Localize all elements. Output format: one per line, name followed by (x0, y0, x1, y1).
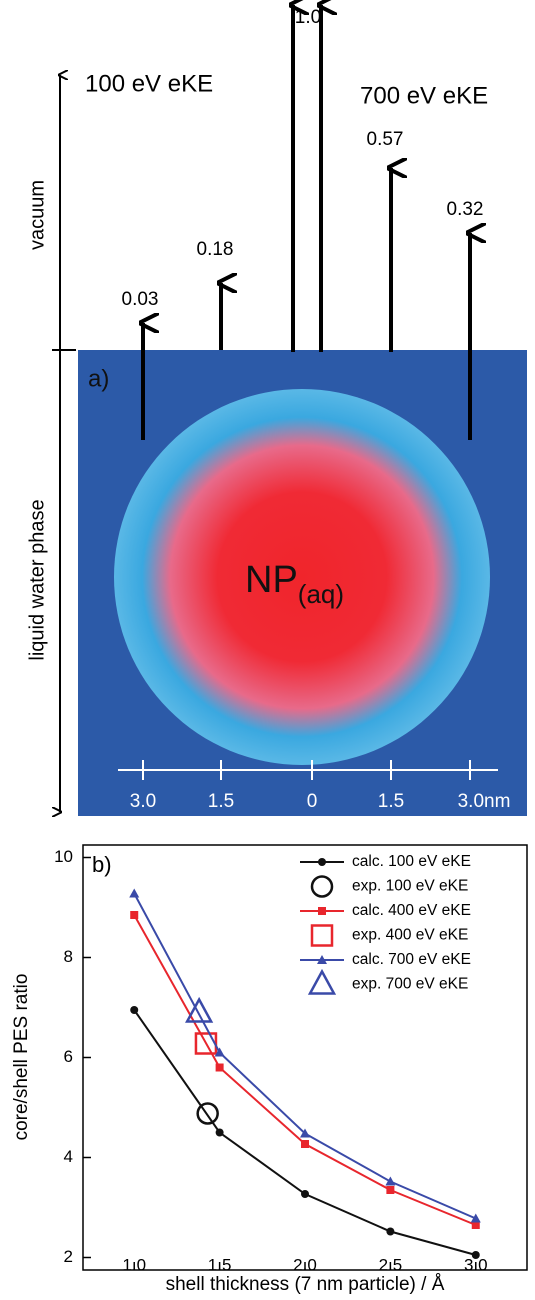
legend-label: exp. 400 eV eKE (352, 927, 468, 944)
legend-marker (307, 968, 337, 995)
arrow-label: 0.18 (197, 239, 234, 260)
marker (471, 1221, 480, 1229)
y-tick-label: 4 (64, 1147, 73, 1166)
right-title: 700 eV eKE (360, 82, 488, 109)
marker (185, 996, 214, 1023)
marker (385, 1176, 396, 1186)
x-tick-label: 1.5 (208, 1255, 232, 1274)
marker (471, 1251, 480, 1259)
x-tick-label: 3.0 (464, 1255, 488, 1274)
legend-marker (310, 924, 334, 947)
vacuum-label: vacuum (26, 180, 48, 250)
scale-label: 3.0nm (458, 791, 511, 812)
marker (196, 1102, 219, 1125)
scale-label: 1.5 (208, 791, 234, 812)
marker (130, 1006, 139, 1014)
scale-label: 0 (307, 791, 318, 812)
legend-label: calc. 700 eV eKE (352, 951, 471, 968)
marker (300, 1128, 310, 1138)
legend-label: calc. 100 eV eKE (352, 853, 471, 870)
arrow-label: 0.57 (367, 129, 404, 150)
np-label: NP(aq) (245, 559, 344, 609)
legend-label: exp. 100 eV eKE (352, 878, 468, 895)
y-tick-label: 10 (54, 847, 73, 866)
marker (301, 1190, 309, 1198)
legend-marker (318, 907, 326, 915)
scale-label: 3.0 (130, 791, 156, 812)
y-tick-label: 8 (64, 947, 73, 966)
panel-label: b) (92, 852, 112, 877)
legend-marker (310, 875, 334, 898)
y-tick-label: 6 (64, 1047, 73, 1066)
marker (214, 1047, 225, 1057)
legend-label: exp. 700 eV eKE (352, 976, 468, 993)
arrow-label: 0.03 (122, 289, 159, 310)
marker (215, 1128, 224, 1137)
panel-label: a) (88, 365, 109, 392)
marker (215, 1063, 224, 1072)
x-tick-label: 2.5 (379, 1255, 403, 1274)
marker (301, 1140, 309, 1148)
marker (386, 1227, 395, 1236)
x-tick-label: 1.0 (122, 1255, 146, 1274)
y-tick-label: 2 (64, 1247, 73, 1266)
left-title: 100 eV eKE (85, 70, 213, 97)
marker (470, 1213, 481, 1223)
nanoparticle (114, 389, 490, 765)
marker (194, 1032, 218, 1055)
marker (130, 911, 139, 919)
marker (129, 888, 140, 898)
x-tick-label: 2.0 (293, 1255, 317, 1274)
arrow-label: 0.32 (447, 199, 484, 220)
scale-label: 1.5 (378, 791, 404, 812)
legend-marker (318, 858, 326, 866)
marker (386, 1186, 395, 1194)
x-axis-label: shell thickness (7 nm particle) / Å (166, 1274, 445, 1295)
y-axis-label: core/shell PES ratio (11, 974, 32, 1141)
liquid-label: liquid water phase (26, 499, 48, 660)
legend-label: calc. 400 eV eKE (352, 902, 471, 919)
arrow-label: 1.0 (295, 7, 321, 28)
legend-marker (317, 955, 327, 964)
